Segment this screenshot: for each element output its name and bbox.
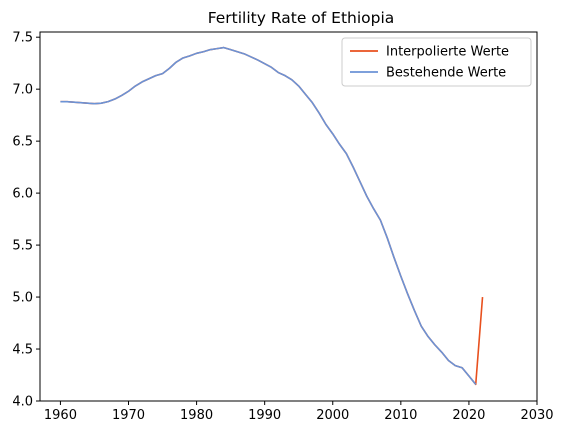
y-tick-label-3: 5.0 bbox=[12, 291, 33, 306]
series-line-2 bbox=[60, 46, 477, 385]
series-line-1 bbox=[60, 46, 484, 386]
chart-title: Fertility Rate of Ethiopia bbox=[208, 9, 395, 27]
plot-frame bbox=[39, 31, 538, 402]
y-tick-label-2: 4.5 bbox=[12, 343, 33, 358]
y-tick-label-6: 6.5 bbox=[12, 135, 33, 150]
y-axis: 4.0 4.5 5.0 5.5 6.0 6.5 7.0 7.5 bbox=[12, 31, 40, 410]
y-tick-label-5: 6.0 bbox=[12, 187, 33, 202]
x-tick-label-5: 2000 bbox=[316, 408, 349, 423]
y-tick-label-1: 4.0 bbox=[12, 395, 33, 410]
x-tick-label-6: 2010 bbox=[384, 408, 417, 423]
x-tick-label-7: 2020 bbox=[452, 408, 485, 423]
series-layer bbox=[60, 46, 484, 386]
legend-label-2: Bestehende Werte bbox=[386, 66, 506, 81]
y-tick-label-8: 7.5 bbox=[12, 31, 33, 46]
y-tick-label-4: 5.5 bbox=[12, 239, 33, 254]
legend: Interpolierte Werte Bestehende Werte bbox=[341, 37, 532, 87]
x-tick-label-1: 1960 bbox=[44, 408, 77, 423]
x-axis: 1960 1970 1980 1990 2000 2010 2020 2030 bbox=[44, 401, 554, 423]
x-tick-label-2: 1970 bbox=[112, 408, 145, 423]
legend-label-1: Interpolierte Werte bbox=[386, 45, 509, 60]
y-tick-label-7: 7.0 bbox=[12, 83, 33, 98]
x-tick-label-3: 1980 bbox=[180, 408, 213, 423]
x-tick-label-4: 1990 bbox=[248, 408, 281, 423]
legend-box bbox=[341, 37, 532, 87]
x-tick-label-8: 2030 bbox=[520, 408, 553, 423]
